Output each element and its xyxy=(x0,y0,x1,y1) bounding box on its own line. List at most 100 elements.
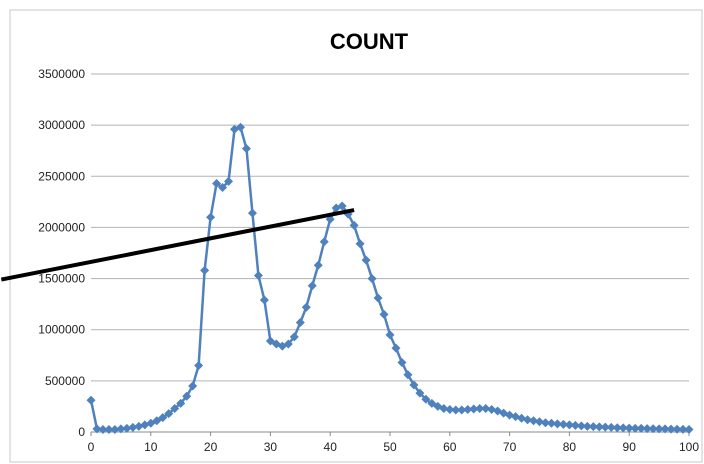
data-point-0-85 xyxy=(594,422,604,432)
data-point-0-87 xyxy=(606,422,616,432)
data-point-0-35 xyxy=(295,318,305,328)
data-point-0-96 xyxy=(660,424,670,434)
data-point-0-39 xyxy=(319,237,329,247)
data-point-0-92 xyxy=(636,423,646,433)
y-tick-label-7: 3500000 xyxy=(38,67,85,81)
x-tick-label-8: 80 xyxy=(563,440,577,454)
y-tick-label-2: 1000000 xyxy=(38,323,85,337)
data-point-0-53 xyxy=(403,370,413,380)
data-point-0-62 xyxy=(457,405,467,415)
data-point-0-51 xyxy=(391,343,401,353)
data-point-0-29 xyxy=(259,295,269,305)
data-point-0-57 xyxy=(427,398,437,408)
data-point-0-59 xyxy=(439,403,449,413)
data-point-0-2 xyxy=(98,424,108,434)
data-point-0-27 xyxy=(247,208,257,218)
data-point-0-55 xyxy=(415,388,425,398)
x-tick-label-3: 30 xyxy=(264,440,278,454)
data-point-0-75 xyxy=(535,417,544,427)
data-point-0-26 xyxy=(241,144,251,154)
data-point-0-97 xyxy=(666,424,676,434)
data-point-0-22 xyxy=(218,183,228,193)
data-point-0-28 xyxy=(253,271,263,281)
x-tick-label-10: 100 xyxy=(679,440,699,454)
data-point-0-100 xyxy=(684,424,694,434)
data-point-0-95 xyxy=(654,424,664,434)
data-point-0-34 xyxy=(289,332,299,342)
data-point-0-18 xyxy=(194,361,204,371)
data-point-0-37 xyxy=(307,281,317,291)
data-point-0-61 xyxy=(451,405,461,415)
data-point-0-89 xyxy=(618,423,628,433)
data-point-0-19 xyxy=(200,265,210,275)
annotations xyxy=(0,208,355,282)
data-point-0-17 xyxy=(188,381,198,391)
data-point-0-82 xyxy=(576,421,586,431)
data-point-0-46 xyxy=(361,255,371,265)
data-point-0-11 xyxy=(152,416,162,426)
data-point-0-7 xyxy=(128,422,138,432)
data-point-0-60 xyxy=(445,404,455,414)
x-tick-label-5: 50 xyxy=(383,440,397,454)
data-point-0-84 xyxy=(588,422,598,432)
data-point-0-88 xyxy=(612,423,622,433)
x-tick-label-7: 70 xyxy=(503,440,517,454)
data-point-0-81 xyxy=(570,420,580,430)
y-tick-label-3: 1500000 xyxy=(38,272,85,286)
data-point-0-80 xyxy=(564,420,574,430)
data-point-0-90 xyxy=(624,423,634,433)
data-point-0-47 xyxy=(367,274,377,284)
data-point-0-91 xyxy=(630,423,640,433)
data-point-0-33 xyxy=(283,339,293,349)
data-point-0-66 xyxy=(481,403,491,413)
data-point-0-52 xyxy=(397,357,407,367)
y-tick-label-4: 2000000 xyxy=(38,220,85,234)
data-point-0-36 xyxy=(301,302,311,312)
data-series xyxy=(86,122,694,434)
chart-border xyxy=(9,9,703,463)
data-point-0-49 xyxy=(379,309,389,319)
data-point-0-45 xyxy=(355,239,365,249)
data-point-0-98 xyxy=(672,424,682,434)
y-tick-label-6: 3000000 xyxy=(38,118,85,132)
data-point-0-54 xyxy=(409,380,419,390)
data-point-0-25 xyxy=(236,122,245,132)
data-point-0-76 xyxy=(540,418,550,428)
data-point-0-38 xyxy=(313,260,323,270)
data-point-0-4 xyxy=(110,424,120,434)
data-point-0-50 xyxy=(385,330,395,340)
x-tick-labels: 0 10 20 30 40 50 60 70 80 90 100 xyxy=(88,440,700,454)
data-point-0-0 xyxy=(86,395,96,405)
y-tick-label-5: 2500000 xyxy=(38,169,85,183)
data-point-0-14 xyxy=(170,403,180,413)
data-point-0-6 xyxy=(122,423,132,433)
x-tick-label-6: 60 xyxy=(443,440,457,454)
data-point-0-44 xyxy=(349,220,359,230)
axes xyxy=(90,431,690,436)
data-point-0-56 xyxy=(421,394,431,404)
data-point-0-64 xyxy=(469,404,479,414)
data-point-0-16 xyxy=(182,391,192,401)
x-tick-label-0: 0 xyxy=(88,440,95,454)
data-point-0-13 xyxy=(164,409,174,419)
data-point-0-93 xyxy=(642,424,652,434)
data-point-0-12 xyxy=(158,413,168,423)
data-point-0-3 xyxy=(104,424,114,434)
data-point-0-1 xyxy=(92,424,102,434)
data-point-0-79 xyxy=(558,419,568,429)
data-point-0-94 xyxy=(648,424,658,434)
data-point-0-78 xyxy=(552,419,562,429)
data-point-0-20 xyxy=(206,212,216,222)
data-point-0-83 xyxy=(582,421,592,431)
x-tick-label-2: 20 xyxy=(204,440,218,454)
data-point-0-86 xyxy=(600,422,610,432)
data-point-0-48 xyxy=(373,293,383,303)
y-tick-labels: 0 500000 1000000 1500000 2000000 2500000 30000… xyxy=(38,67,85,439)
data-point-0-21 xyxy=(212,178,222,188)
y-tick-label-1: 500000 xyxy=(45,374,85,388)
data-point-0-30 xyxy=(265,336,275,346)
data-point-0-65 xyxy=(475,403,485,413)
trend-line xyxy=(0,208,355,282)
